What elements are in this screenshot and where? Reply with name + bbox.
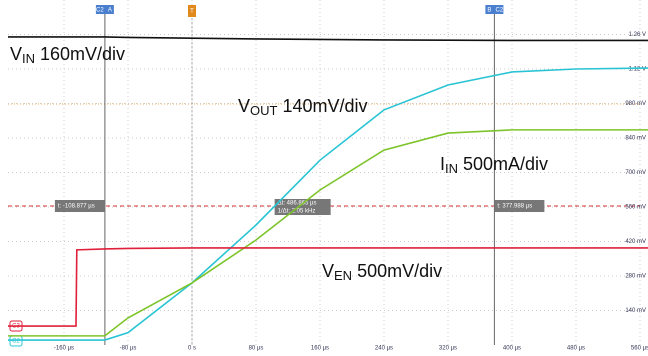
trace-label: VEN 500mV/div	[322, 261, 442, 284]
cursor-readout-box	[54, 200, 105, 212]
cursor-tag-box	[485, 5, 504, 14]
trace	[8, 129, 648, 337]
x-tick-label: 0 s	[188, 346, 196, 352]
label-scale: 500mA/div	[458, 154, 548, 174]
label-symbol: I	[440, 154, 445, 174]
trace	[8, 36, 648, 42]
channel-tag: C2	[12, 339, 20, 345]
x-tick-label: 160 µs	[311, 346, 329, 352]
label-subscript: IN	[445, 161, 458, 176]
trigger-box	[188, 5, 196, 17]
y-tick-label: 560 mV	[625, 205, 646, 211]
trace	[8, 67, 648, 341]
trace	[8, 247, 648, 327]
cursor-readout: t: -108.877 µs	[58, 204, 95, 210]
x-tick-label: 240 µs	[375, 346, 393, 352]
y-tick-label: 980 mV	[625, 101, 646, 107]
y-tick-label: 1.26 V	[629, 32, 646, 38]
x-tick-label: -160 µs	[54, 346, 74, 352]
label-subscript: OUT	[250, 103, 278, 118]
y-tick-label: 140 mV	[625, 308, 646, 314]
x-tick-label: 480 µs	[567, 346, 585, 352]
y-tick-label: 280 mV	[625, 274, 646, 280]
label-scale: 140mV/div	[277, 96, 367, 116]
trigger-label: T	[190, 9, 194, 15]
trace-label: IIN 500mA/div	[440, 154, 548, 177]
delta-frequency: 1/Δt: 2.05 kHz	[278, 209, 316, 215]
y-tick-label: 1.12 V	[629, 67, 646, 73]
trace-label: VIN 160mV/div	[10, 44, 125, 67]
label-scale: 500mV/div	[352, 261, 442, 281]
x-tick-label: -80 µs	[120, 346, 137, 352]
delta-box	[274, 199, 331, 215]
label-symbol: V	[322, 261, 334, 281]
cursor-name: A	[108, 8, 112, 14]
cursor-tag: B	[487, 8, 491, 14]
label-scale: 160mV/div	[35, 44, 125, 64]
label-symbol: V	[238, 96, 250, 116]
cursor-tag-box	[95, 5, 114, 14]
y-tick-label: 420 mV	[625, 239, 646, 245]
cursor-readout-box	[494, 200, 545, 212]
cursor-tag: C2	[96, 8, 104, 14]
label-subscript: IN	[22, 51, 35, 66]
y-tick-label: 840 mV	[625, 136, 646, 142]
x-tick-label: 400 µs	[503, 346, 521, 352]
cursor-readout: t: 377.988 µs	[497, 204, 532, 210]
x-tick-label: 80 µs	[249, 346, 264, 352]
x-tick-label: 320 µs	[439, 346, 457, 352]
x-tick-label: 560 µs	[631, 346, 648, 352]
y-tick-label: 700 mV	[625, 170, 646, 176]
delta-time: Δt: 486.865 µs	[278, 201, 317, 207]
label-symbol: V	[10, 44, 22, 64]
trace-label: VOUT 140mV/div	[238, 96, 368, 119]
label-subscript: EN	[334, 268, 352, 283]
cursor-name: C2	[496, 8, 504, 14]
